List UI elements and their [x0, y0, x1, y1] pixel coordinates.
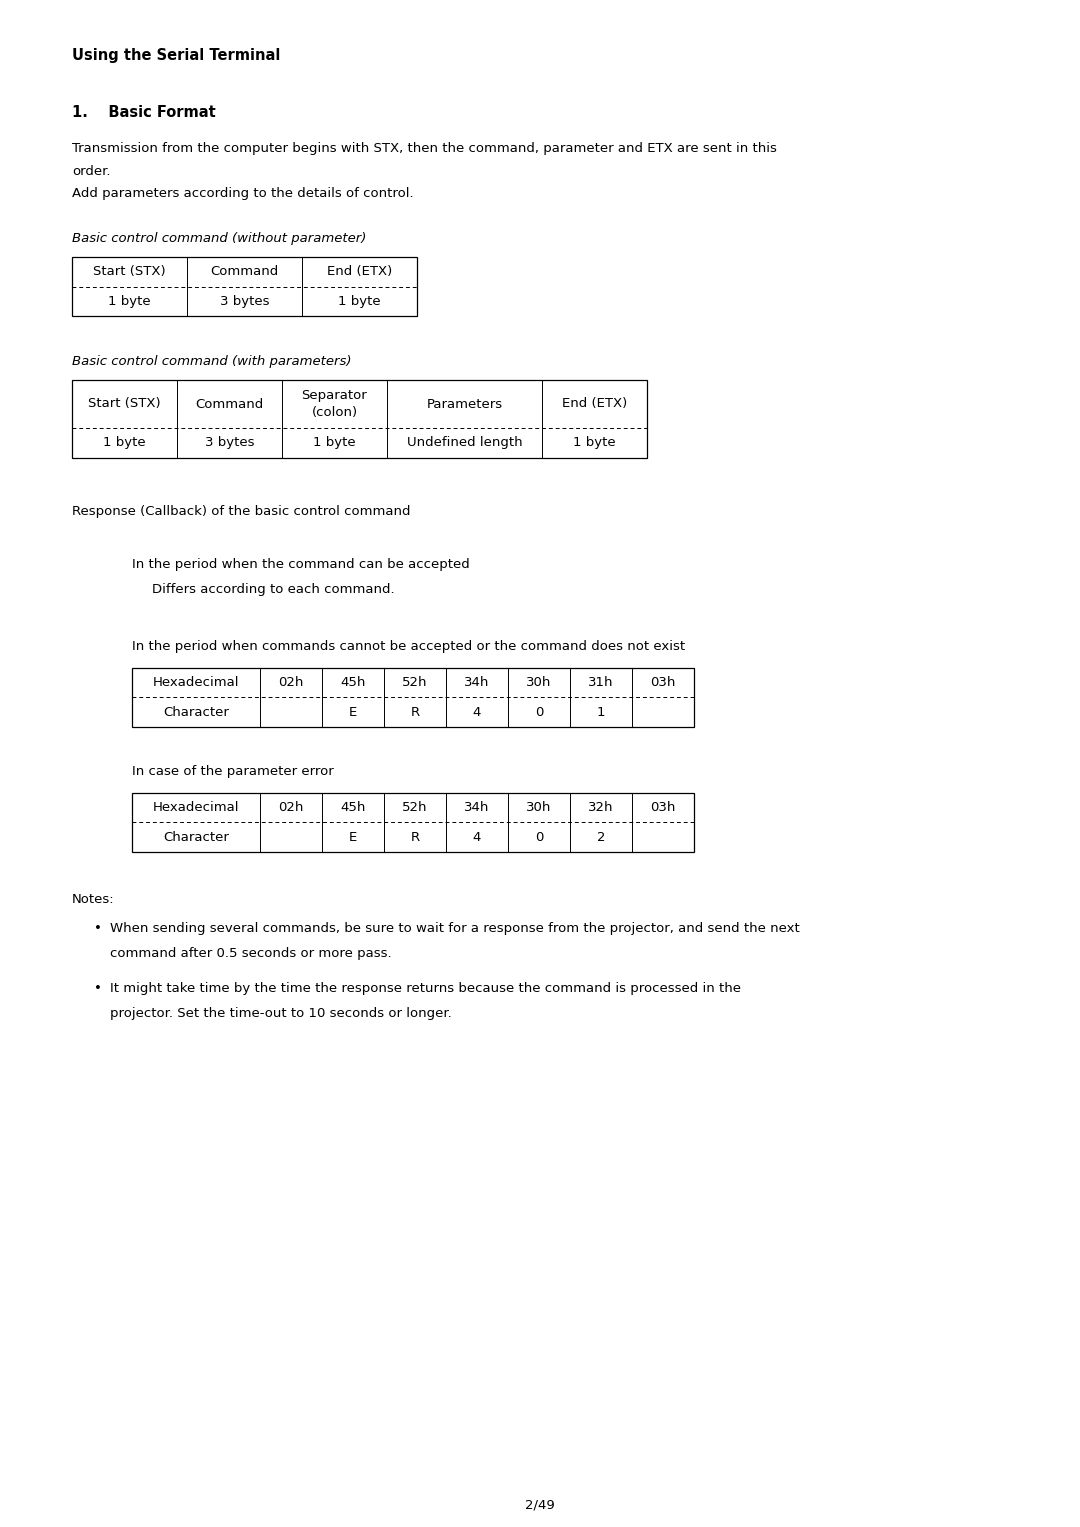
Text: •: • — [94, 982, 102, 996]
Text: 30h: 30h — [526, 802, 552, 814]
Text: 03h: 03h — [650, 676, 676, 689]
Text: Character: Character — [163, 831, 229, 844]
Text: 30h: 30h — [526, 676, 552, 689]
Text: 1 byte: 1 byte — [104, 437, 146, 449]
Bar — [132, 667, 694, 727]
Text: Hexadecimal: Hexadecimal — [152, 802, 240, 814]
Text: 2: 2 — [597, 831, 605, 844]
Text: Response (Callback) of the basic control command: Response (Callback) of the basic control… — [72, 505, 410, 518]
Text: 1 byte: 1 byte — [108, 295, 151, 308]
Text: 2/49: 2/49 — [525, 1500, 555, 1512]
Text: Transmission from the computer begins with STX, then the command, parameter and : Transmission from the computer begins wi… — [72, 142, 777, 156]
Text: 0: 0 — [535, 831, 543, 844]
Text: 3 bytes: 3 bytes — [205, 437, 254, 449]
Text: End (ETX): End (ETX) — [562, 397, 627, 411]
Text: •: • — [94, 922, 102, 935]
Text: Using the Serial Terminal: Using the Serial Terminal — [72, 47, 281, 63]
Bar — [72, 380, 647, 458]
Text: 31h: 31h — [589, 676, 613, 689]
Text: 4: 4 — [473, 705, 482, 719]
Text: Start (STX): Start (STX) — [89, 397, 161, 411]
Text: order.: order. — [72, 165, 110, 179]
Text: 34h: 34h — [464, 802, 489, 814]
Text: 02h: 02h — [279, 802, 303, 814]
Text: R: R — [410, 831, 419, 844]
Text: In case of the parameter error: In case of the parameter error — [132, 765, 334, 777]
Text: (colon): (colon) — [311, 406, 357, 418]
Text: Basic control command (without parameter): Basic control command (without parameter… — [72, 232, 366, 244]
Text: Parameters: Parameters — [427, 397, 502, 411]
Text: When sending several commands, be sure to wait for a response from the projector: When sending several commands, be sure t… — [110, 922, 800, 935]
Text: 1 byte: 1 byte — [313, 437, 355, 449]
Text: command after 0.5 seconds or more pass.: command after 0.5 seconds or more pass. — [110, 947, 392, 960]
Text: 45h: 45h — [340, 802, 366, 814]
Text: In the period when commands cannot be accepted or the command does not exist: In the period when commands cannot be ac… — [132, 640, 685, 654]
Text: Command: Command — [211, 266, 279, 278]
Text: Command: Command — [195, 397, 264, 411]
Text: Character: Character — [163, 705, 229, 719]
Text: R: R — [410, 705, 419, 719]
Text: E: E — [349, 831, 357, 844]
Text: In the period when the command can be accepted: In the period when the command can be ac… — [132, 557, 470, 571]
Text: End (ETX): End (ETX) — [327, 266, 392, 278]
Text: 1: 1 — [597, 705, 605, 719]
Text: Undefined length: Undefined length — [407, 437, 523, 449]
Bar — [132, 793, 694, 852]
Text: 4: 4 — [473, 831, 482, 844]
Text: 0: 0 — [535, 705, 543, 719]
Text: 02h: 02h — [279, 676, 303, 689]
Text: 3 bytes: 3 bytes — [219, 295, 269, 308]
Text: Differs according to each command.: Differs according to each command. — [152, 583, 394, 596]
Text: 03h: 03h — [650, 802, 676, 814]
Text: 34h: 34h — [464, 676, 489, 689]
Text: projector. Set the time-out to 10 seconds or longer.: projector. Set the time-out to 10 second… — [110, 1006, 451, 1020]
Text: 52h: 52h — [402, 802, 428, 814]
Text: 1 byte: 1 byte — [573, 437, 616, 449]
Text: Basic control command (with parameters): Basic control command (with parameters) — [72, 354, 351, 368]
Text: It might take time by the time the response returns because the command is proce: It might take time by the time the respo… — [110, 982, 741, 996]
Text: Separator: Separator — [301, 389, 367, 402]
Text: 45h: 45h — [340, 676, 366, 689]
Text: Notes:: Notes: — [72, 893, 114, 906]
Text: 32h: 32h — [589, 802, 613, 814]
Text: Start (STX): Start (STX) — [93, 266, 166, 278]
Text: 1.    Basic Format: 1. Basic Format — [72, 105, 216, 121]
Text: 1 byte: 1 byte — [338, 295, 381, 308]
Text: 52h: 52h — [402, 676, 428, 689]
Text: E: E — [349, 705, 357, 719]
Bar — [72, 257, 417, 316]
Text: Hexadecimal: Hexadecimal — [152, 676, 240, 689]
Text: Add parameters according to the details of control.: Add parameters according to the details … — [72, 186, 414, 200]
